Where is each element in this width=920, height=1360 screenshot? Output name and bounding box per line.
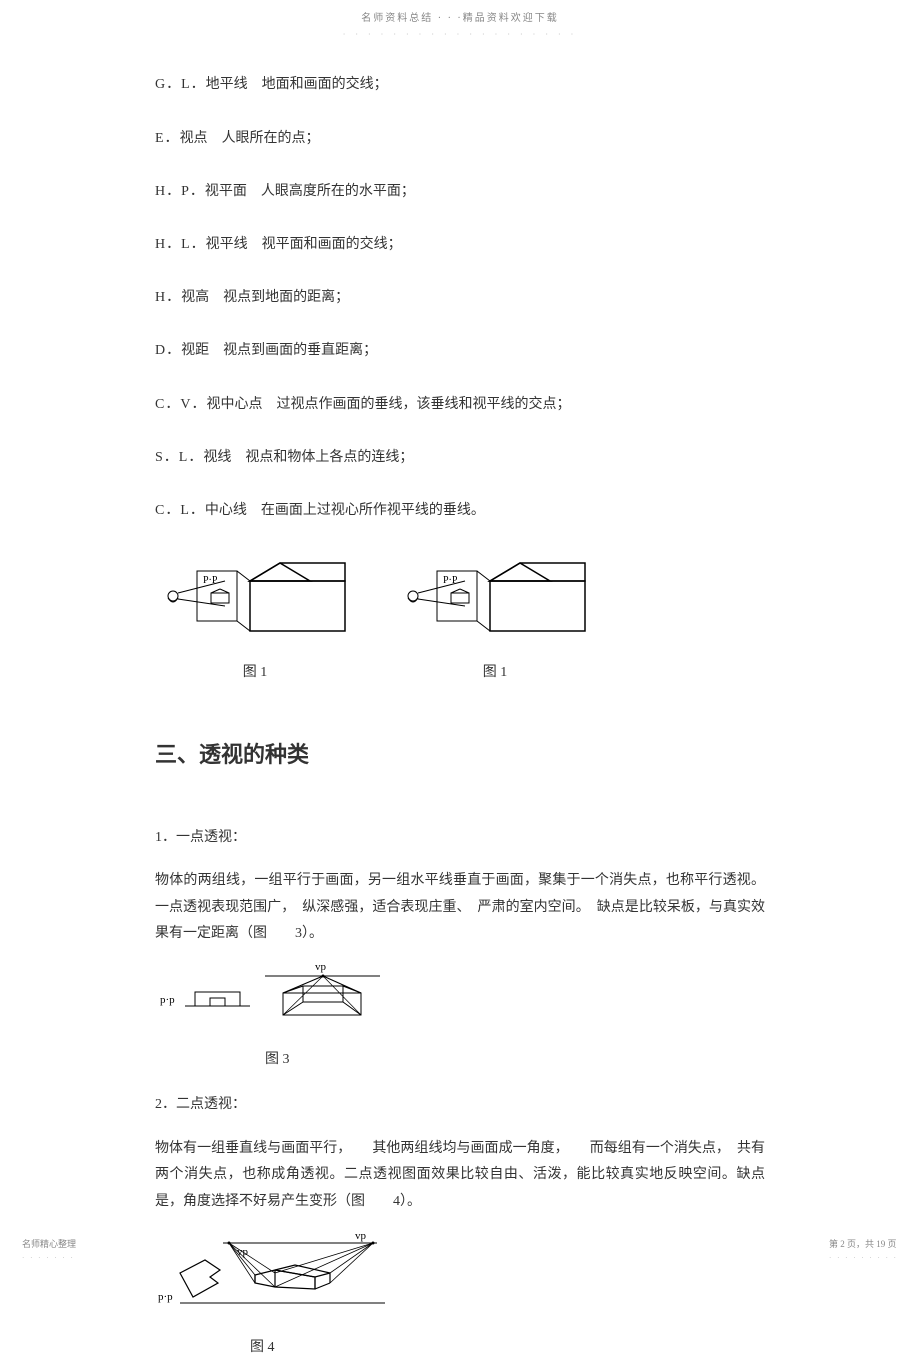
- def-term: 视线: [203, 450, 231, 465]
- page-header: 名师资料总结 · · ·精品资料欢迎下载 · · · · · · · · · ·…: [0, 0, 920, 42]
- definition-item: G．L．地平线 地面和画面的交线；: [155, 72, 765, 97]
- figure-block: p·p vp 图 3: [155, 958, 765, 1072]
- svg-text:p·p: p·p: [160, 994, 175, 1006]
- def-desc: 过视点作画面的垂线，该垂线和视平线的交点；: [276, 397, 570, 412]
- def-desc: 人眼所在的点；: [222, 131, 320, 146]
- subsection-title: 1．一点透视：: [155, 825, 765, 850]
- def-desc: 在画面上过视心所作视平线的垂线。: [261, 503, 485, 518]
- paragraph: 物体有一组垂直线与画面平行， 其他两组线均与画面成一角度， 而每组有一个消失点，…: [155, 1136, 765, 1216]
- figure-block: P·P 图 1: [155, 551, 355, 685]
- figure-caption: 图 1: [155, 660, 355, 685]
- definition-item: H．P．视平面 人眼高度所在的水平面；: [155, 179, 765, 204]
- definition-item: C．L．中心线 在画面上过视心所作视平线的垂线。: [155, 498, 765, 523]
- one-point-perspective-icon: p·p vp: [155, 958, 385, 1028]
- definition-item: S．L．视线 视点和物体上各点的连线；: [155, 445, 765, 470]
- def-desc: 视点到地面的距离；: [223, 290, 349, 305]
- perspective-diagram-icon: P·P: [395, 551, 595, 641]
- definition-item: C．V．视中心点 过视点作画面的垂线，该垂线和视平线的交点；: [155, 392, 765, 417]
- definition-item: D．视距 视点到画面的垂直距离；: [155, 338, 765, 363]
- figure-caption: 图 1: [395, 660, 595, 685]
- svg-text:P·P: P·P: [443, 575, 458, 586]
- def-abbrev: H．L．: [155, 237, 206, 252]
- def-abbrev: G．L．: [155, 77, 206, 92]
- definition-item: H．L．视平线 视平面和画面的交线；: [155, 232, 765, 257]
- two-point-perspective-icon: vp vp p·p: [155, 1225, 385, 1315]
- def-desc: 地面和画面的交线；: [262, 77, 388, 92]
- def-term: 视中心点: [206, 397, 262, 412]
- section-title: 三、透视的种类: [155, 735, 765, 775]
- footer-dots: · · · · · · ·: [22, 1252, 76, 1265]
- def-abbrev: H．: [155, 290, 181, 305]
- def-desc: 视平面和画面的交线；: [262, 237, 402, 252]
- def-abbrev: H．P．: [155, 184, 205, 199]
- def-term: 视平线: [206, 237, 248, 252]
- footer-right-text: 第 2 页，共 19 页: [829, 1236, 898, 1252]
- footer-left: 名师精心整理 · · · · · · ·: [22, 1236, 76, 1265]
- def-abbrev: S．L．: [155, 450, 203, 465]
- definition-item: E．视点 人眼所在的点；: [155, 126, 765, 151]
- def-term: 视点: [180, 131, 208, 146]
- def-abbrev: D．: [155, 343, 181, 358]
- def-abbrev: E．: [155, 131, 180, 146]
- def-desc: 视点和物体上各点的连线；: [245, 450, 413, 465]
- def-term: 视平面: [205, 184, 247, 199]
- def-desc: 人眼高度所在的水平面；: [261, 184, 415, 199]
- svg-text:P·P: P·P: [203, 575, 218, 586]
- footer-dots: · · · · · · · · ·: [829, 1252, 898, 1265]
- figure-caption: 图 3: [265, 1047, 765, 1072]
- svg-text:vp: vp: [315, 961, 327, 973]
- figure-caption: 图 4: [250, 1335, 765, 1360]
- def-desc: 视点到画面的垂直距离；: [223, 343, 377, 358]
- def-abbrev: C．V．: [155, 397, 206, 412]
- def-term: 视距: [181, 343, 209, 358]
- main-content: G．L．地平线 地面和画面的交线； E．视点 人眼所在的点； H．P．视平面 人…: [0, 42, 920, 1359]
- def-term: 地平线: [206, 77, 248, 92]
- def-term: 视高: [181, 290, 209, 305]
- definition-item: H．视高 视点到地面的距离；: [155, 285, 765, 310]
- def-abbrev: C．L．: [155, 503, 205, 518]
- svg-text:p·p: p·p: [158, 1291, 173, 1303]
- footer-right: 第 2 页，共 19 页 · · · · · · · · ·: [829, 1236, 898, 1265]
- footer-left-text: 名师精心整理: [22, 1236, 76, 1252]
- subsection-title: 2．二点透视：: [155, 1092, 765, 1117]
- def-term: 中心线: [205, 503, 247, 518]
- figure-row: P·P 图 1 P·P: [155, 551, 765, 685]
- header-text: 名师资料总结 · · ·精品资料欢迎下载: [0, 10, 920, 28]
- paragraph: 物体的两组线，一组平行于画面，另一组水平线垂直于画面，聚集于一个消失点，也称平行…: [155, 868, 765, 948]
- svg-text:vp: vp: [355, 1230, 367, 1242]
- perspective-diagram-icon: P·P: [155, 551, 355, 641]
- figure-block: P·P 图 1: [395, 551, 595, 685]
- header-dots: · · · · · · · · · · · · · · · · · · ·: [0, 28, 920, 42]
- figure-block: vp vp p·p: [155, 1225, 765, 1359]
